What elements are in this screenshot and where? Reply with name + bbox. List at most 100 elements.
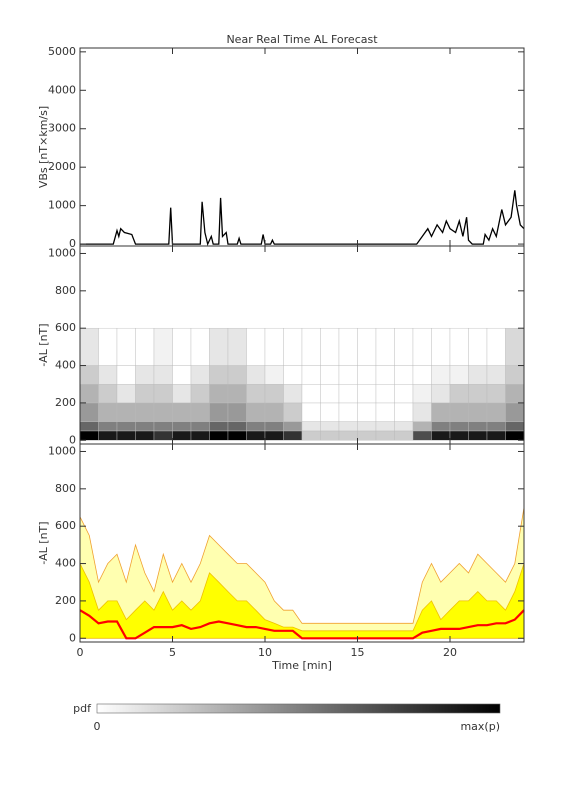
heat-cell [486,384,506,404]
heat-cell [190,365,210,385]
heat-cell [357,384,377,404]
heat-cell [172,384,192,404]
heat-cell [320,421,340,432]
heat-cell [468,421,488,432]
heat-cell [246,384,266,404]
y-tick-label: 0 [69,433,76,446]
heat-cell [283,421,303,432]
heat-cell [357,421,377,432]
y-tick-label: 0 [69,237,76,250]
heat-cell [116,365,136,385]
heat-cell [468,365,488,385]
heat-cell [98,430,118,441]
heat-cell [468,430,488,441]
heat-cell [246,365,266,385]
heat-cell [209,365,229,385]
heat-cell [375,384,395,404]
heat-cell [301,402,321,422]
heat-cell [190,430,210,441]
heat-cell [412,421,432,432]
heat-cell [449,384,469,404]
colorbar-max: max(p) [460,720,500,733]
y-tick-label: 0 [69,631,76,644]
colorbar [96,703,501,714]
y-tick-label: 600 [55,519,76,532]
y-tick-label: 200 [55,594,76,607]
heat-cell [79,430,99,441]
heat-cell [227,327,247,366]
heat-cell [412,430,432,441]
y-tick-label: 1000 [48,444,76,457]
heat-cell [172,430,192,441]
heat-cell [394,402,414,422]
heat-cell [264,327,284,366]
heat-cell [486,402,506,422]
heat-cell [431,327,451,366]
heat-cell [227,365,247,385]
plot-frame [79,443,525,643]
heat-cell [190,384,210,404]
heat-cell [375,421,395,432]
heat-cell [320,365,340,385]
band-area [79,507,525,639]
data-line [80,190,525,247]
heat-cell [283,384,303,404]
heat-cell [153,365,173,385]
heat-cell [227,384,247,404]
heat-cell [190,402,210,422]
heat-cell [412,402,432,422]
heat-cell [486,430,506,441]
heat-cell [227,430,247,441]
y-tick-label: 3000 [48,122,76,135]
heat-cell [412,327,432,366]
heat-cell [283,402,303,422]
heat-cell [79,365,99,385]
heat-cell [505,430,525,441]
heat-cell [98,327,118,366]
y-axis-label: VBs [nT×km/s] [37,106,50,188]
heat-cell [116,430,136,441]
heat-cell [116,384,136,404]
y-axis-label: -AL [nT] [37,323,50,366]
heat-cell [153,421,173,432]
y-tick-label: 1000 [48,199,76,212]
heat-cell [264,421,284,432]
heat-cell [79,384,99,404]
heat-cell [264,365,284,385]
heat-cell [357,430,377,441]
heat-cell [283,365,303,385]
y-tick-label: 2000 [48,160,76,173]
title: Near Real Time AL Forecast [226,33,378,46]
heat-cell [449,365,469,385]
heat-cell [246,402,266,422]
band-area [79,563,525,639]
y-tick-label: 600 [55,321,76,334]
y-tick-label: 400 [55,557,76,570]
heat-cell [449,430,469,441]
heat-cell [153,430,173,441]
y-axis-label: -AL [nT] [37,521,50,564]
heat-cell [375,365,395,385]
heat-cell [301,421,321,432]
heat-cell [283,327,303,366]
y-tick-label: 200 [55,396,76,409]
heat-cell [505,402,525,422]
heat-cell [246,421,266,432]
heat-cell [320,402,340,422]
heat-cell [338,421,358,432]
heat-cell [320,430,340,441]
heat-cell [394,384,414,404]
heat-cell [135,430,155,441]
heat-cell [338,327,358,366]
heat-cell [209,430,229,441]
x-axis-label: Time [min] [271,659,332,672]
heat-cell [135,365,155,385]
heat-cell [431,365,451,385]
heat-cell [505,421,525,432]
y-tick-label: 1000 [48,246,76,259]
heat-cell [505,365,525,385]
y-tick-label: 5000 [48,45,76,58]
heat-cell [116,421,136,432]
